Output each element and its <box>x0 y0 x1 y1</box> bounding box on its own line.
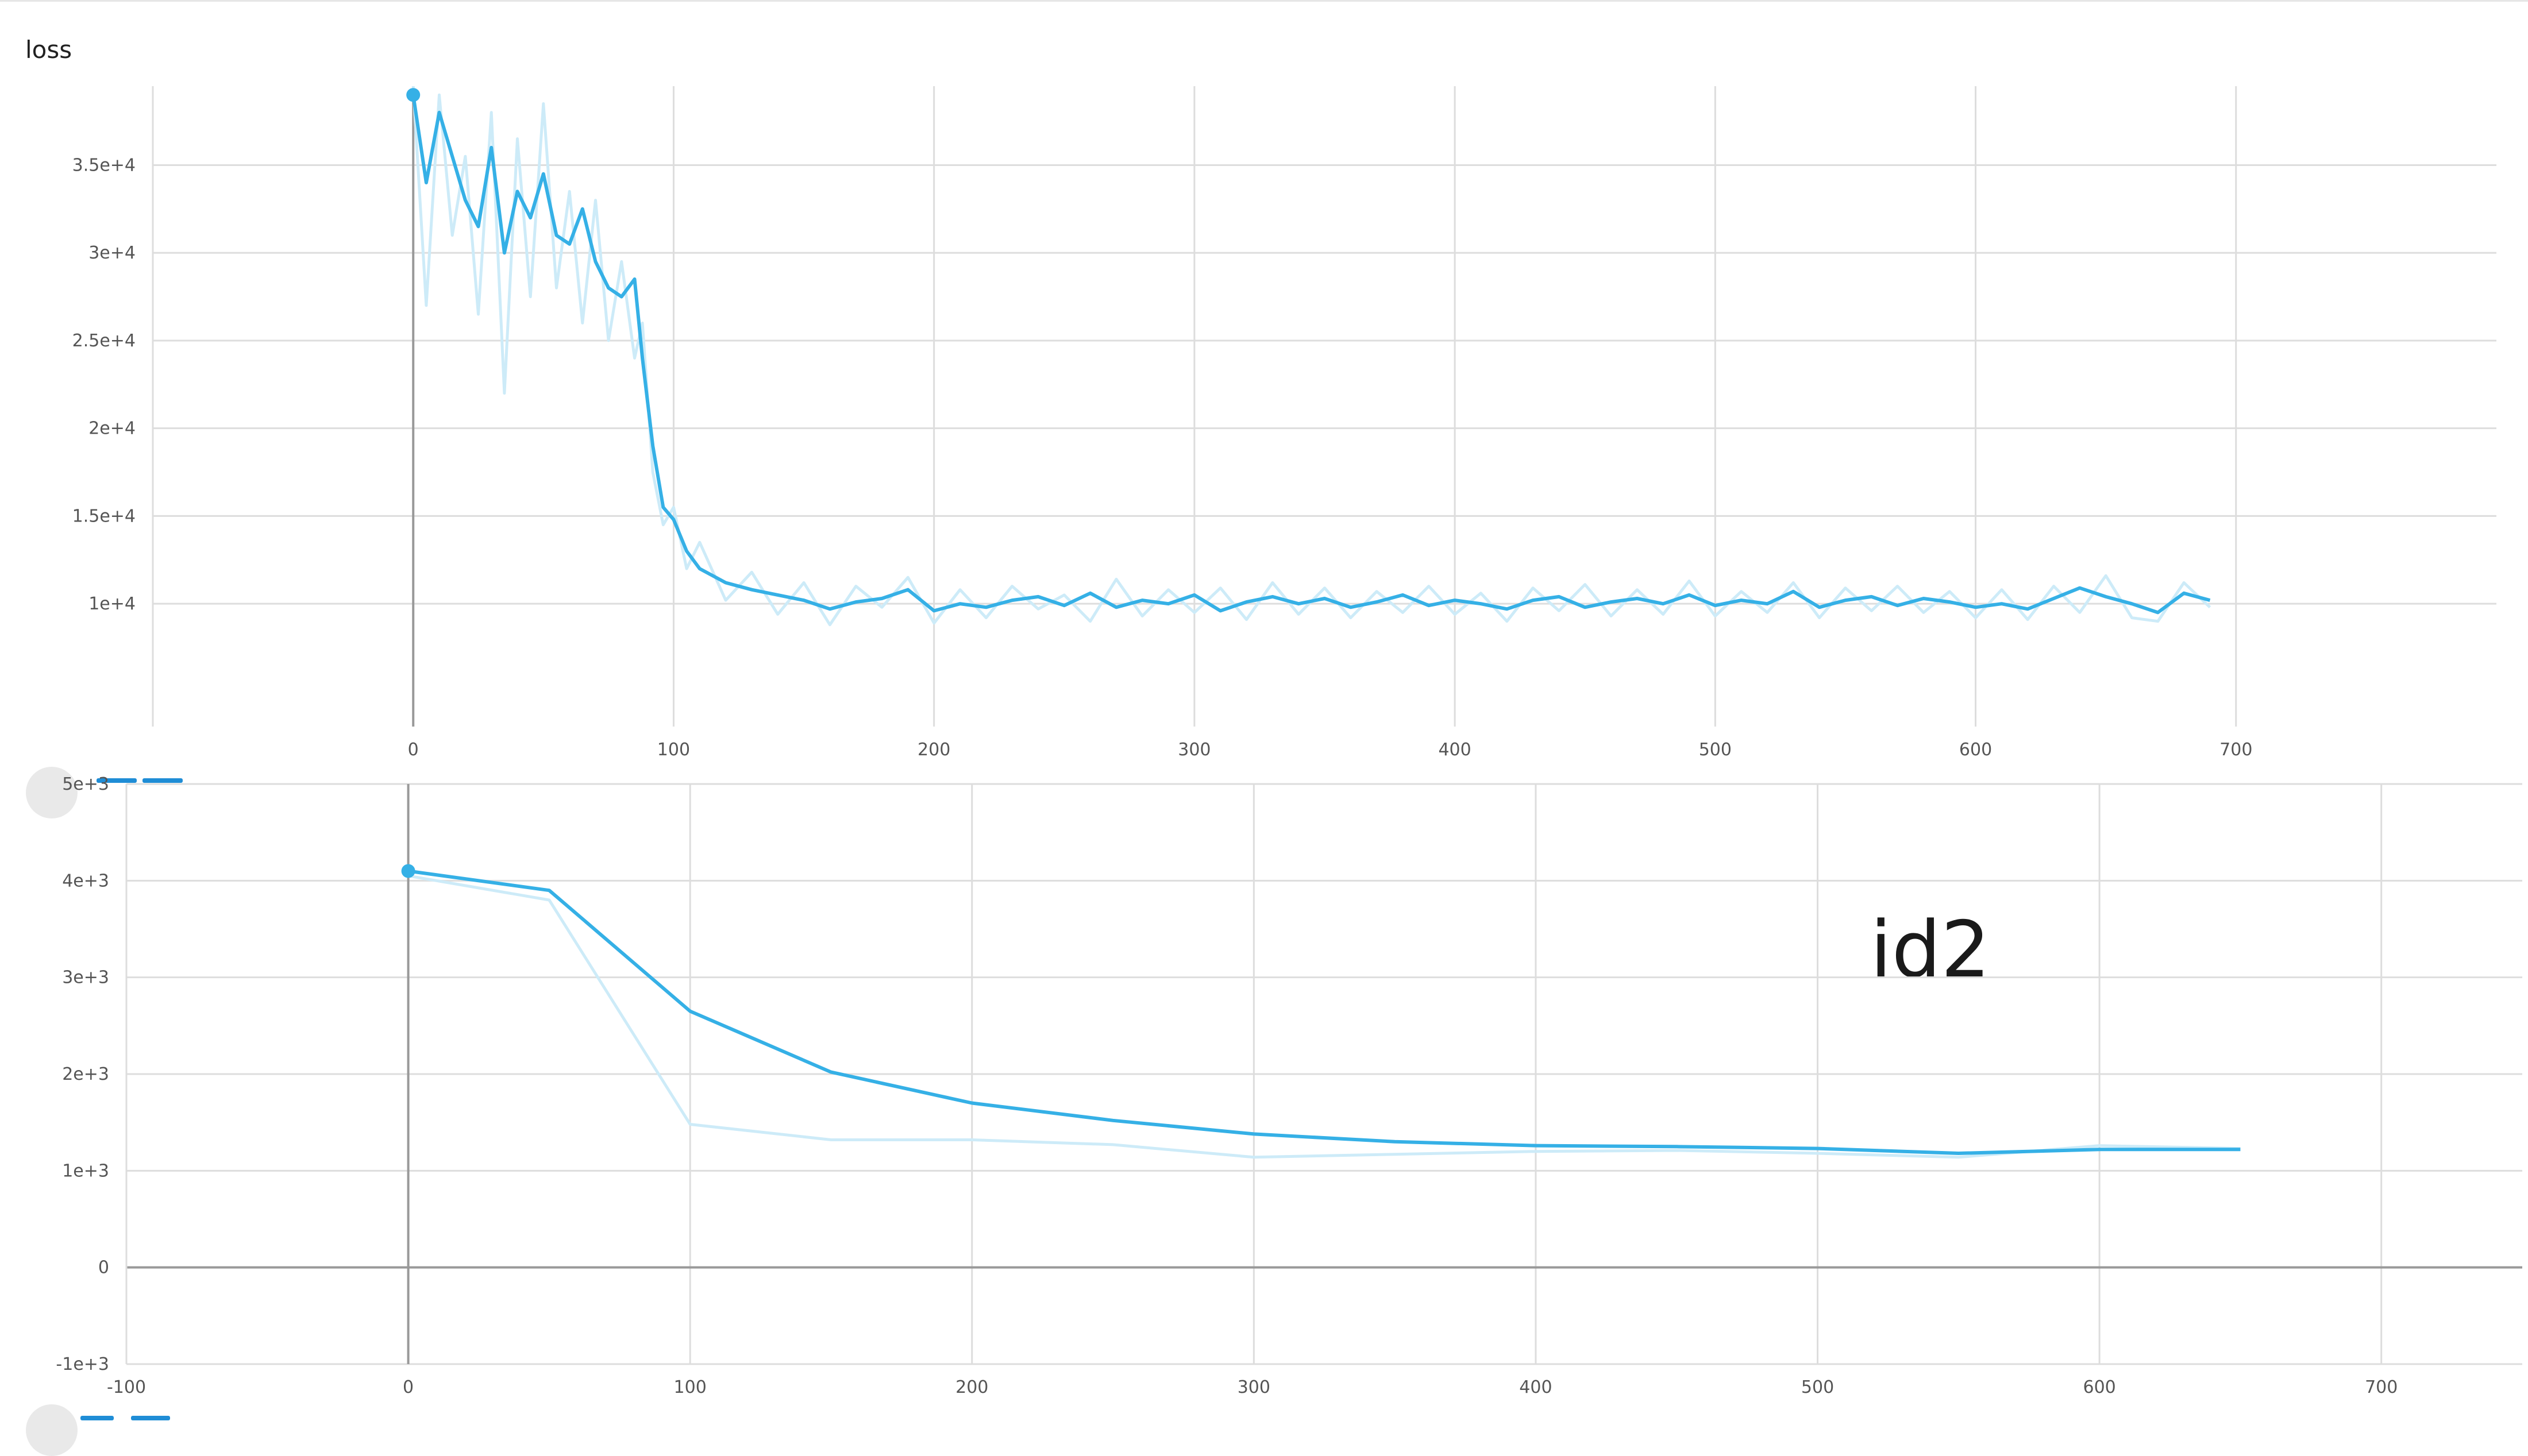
smoothed-series-line <box>411 94 2211 615</box>
chart-control-circle[interactable] <box>26 767 78 818</box>
y-tick-label: 1e+4 <box>88 594 136 614</box>
y-tick-label: 0 <box>98 1258 109 1278</box>
top-border <box>0 0 2528 2</box>
x-tick-label: 0 <box>408 740 419 760</box>
series-start-point <box>406 88 421 102</box>
x-tick-label: 400 <box>1438 740 1471 760</box>
y-tick-label: 3e+3 <box>62 968 109 988</box>
chart-control-button[interactable] <box>97 778 137 783</box>
x-tick-label: 200 <box>955 1377 988 1397</box>
chart-title-loss: loss <box>25 36 72 64</box>
x-tick-label: 500 <box>1699 740 1732 760</box>
x-tick-label: 0 <box>403 1377 414 1397</box>
y-tick-label: 5e+3 <box>62 774 109 794</box>
chart-control-button[interactable] <box>142 778 183 783</box>
annotation-id2: id2 <box>1870 905 1991 995</box>
x-tick-label: 100 <box>657 740 690 760</box>
chart-control-button[interactable] <box>80 1416 114 1420</box>
y-tick-label: -1e+3 <box>56 1354 109 1374</box>
y-tick-label: 2e+4 <box>88 419 136 439</box>
smoothed-series-line <box>408 869 2241 1155</box>
raw-series-line <box>408 874 2241 1159</box>
x-tick-label: 700 <box>2219 740 2252 760</box>
id2-chart: -100 0 100 200 300 400 500 600 700 -1e+3 0 1e+3 2e+3… <box>56 774 2522 1397</box>
x-tick-label: 200 <box>918 740 950 760</box>
y-tick-label: 1e+3 <box>62 1161 109 1181</box>
x-tick-label: 600 <box>2083 1377 2115 1397</box>
x-tick-label: 700 <box>2365 1377 2398 1397</box>
x-tick-label: 300 <box>1238 1377 1270 1397</box>
y-tick-label: 2.5e+4 <box>72 331 136 351</box>
y-tick-label: 2e+3 <box>62 1064 109 1084</box>
x-tick-label: 400 <box>1519 1377 1552 1397</box>
x-tick-label: 300 <box>1178 740 1211 760</box>
x-tick-label: 100 <box>674 1377 707 1397</box>
series-start-point <box>401 864 415 878</box>
y-tick-label: 1.5e+4 <box>72 506 136 526</box>
chart-control-button[interactable] <box>131 1416 170 1420</box>
x-tick-label: 600 <box>1959 740 1992 760</box>
x-tick-label: -100 <box>107 1377 146 1397</box>
x-tick-label: 500 <box>1801 1377 1834 1397</box>
loss-chart: 0 100 200 300 400 500 600 700 1e+4 1.5e+4 2e+4 2.5e… <box>72 86 2496 760</box>
y-tick-label: 4e+3 <box>62 871 109 891</box>
y-tick-label: 3e+4 <box>88 243 136 263</box>
y-tick-label: 3.5e+4 <box>72 155 136 175</box>
